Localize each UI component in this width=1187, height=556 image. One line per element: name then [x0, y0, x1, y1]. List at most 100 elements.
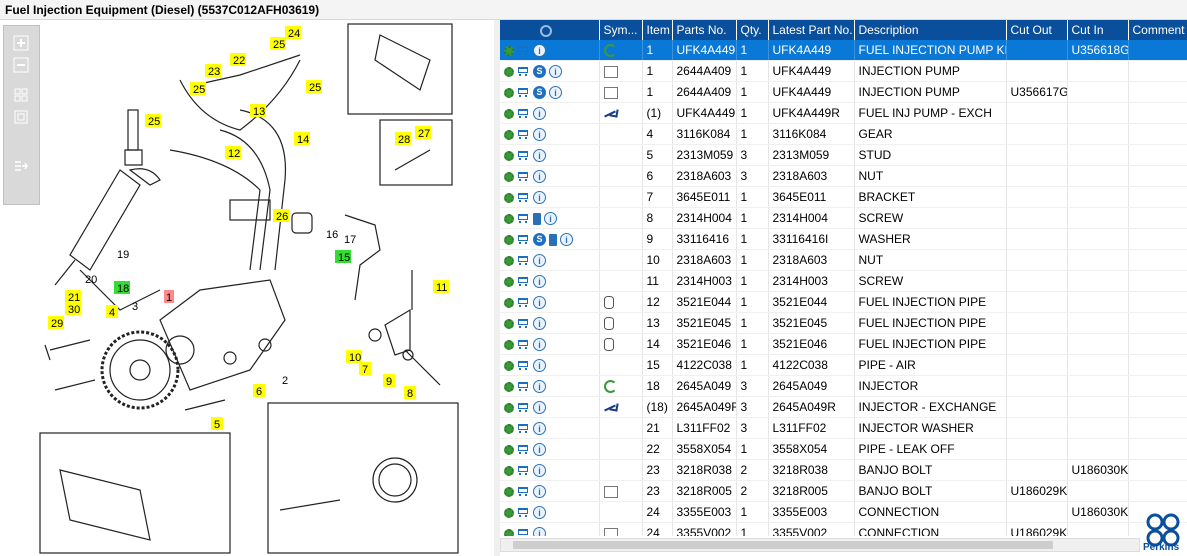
assembly-gear-icon[interactable]: [504, 360, 514, 371]
info-icon[interactable]: i: [533, 317, 546, 331]
assembly-gear-icon[interactable]: [504, 528, 514, 536]
table-row[interactable]: i 21 L311FF02 3 L311FF02 INJECTOR WASHER: [500, 417, 1187, 439]
assembly-gear-icon[interactable]: [504, 45, 514, 56]
add-to-cart-icon[interactable]: [517, 171, 530, 182]
assembly-gear-icon[interactable]: [504, 381, 514, 392]
table-row[interactable]: i 15 4122C038 1 4122C038 PIPE - AIR: [500, 354, 1187, 376]
table-row[interactable]: i 8 2314H004 1 2314H004 SCREW: [500, 207, 1187, 229]
column-header-parts-no[interactable]: Parts No.: [672, 20, 737, 40]
info-icon[interactable]: i: [533, 401, 546, 415]
table-row[interactable]: i 5 2313M059 3 2313M059 STUD: [500, 144, 1187, 166]
photo-symbol-icon[interactable]: [603, 65, 618, 78]
column-header-comment[interactable]: Comment: [1128, 20, 1187, 40]
add-to-cart-icon[interactable]: [517, 528, 530, 536]
table-row[interactable]: i 4 3116K084 1 3116K084 GEAR: [500, 123, 1187, 145]
add-to-cart-icon[interactable]: [517, 87, 530, 98]
info-icon[interactable]: i: [533, 359, 546, 373]
exploded-parts-diagram[interactable]: 23 22 24 25 25 25 13 25 14 12 26 28 27 19 20 21 30 2…: [0, 20, 494, 556]
assembly-gear-icon[interactable]: [504, 129, 514, 140]
column-header-description[interactable]: Description: [854, 20, 1007, 40]
assembly-gear-icon[interactable]: [504, 66, 514, 77]
assembly-gear-icon[interactable]: [504, 87, 514, 98]
add-to-cart-icon[interactable]: [517, 108, 530, 119]
info-icon[interactable]: i: [533, 149, 546, 163]
table-row[interactable]: i 22 3558X054 1 3558X054 PIPE - LEAK OFF: [500, 438, 1187, 460]
info-icon[interactable]: i: [533, 170, 546, 184]
service-info-icon[interactable]: S: [533, 65, 546, 79]
assembly-gear-icon[interactable]: [504, 444, 514, 455]
export-diagram-button[interactable]: [12, 158, 30, 176]
info-icon[interactable]: i: [533, 506, 546, 520]
table-row[interactable]: i 7 3645E011 1 3645E011 BRACKET: [500, 186, 1187, 208]
add-to-cart-icon[interactable]: [517, 192, 530, 203]
add-to-cart-icon[interactable]: [517, 381, 530, 392]
assembly-gear-icon[interactable]: [504, 507, 514, 518]
add-to-cart-icon[interactable]: [517, 276, 530, 287]
add-to-cart-icon[interactable]: [517, 339, 530, 350]
add-to-cart-icon[interactable]: [517, 213, 530, 224]
column-header-qty[interactable]: Qty.: [736, 20, 769, 40]
add-to-cart-icon[interactable]: [517, 45, 530, 56]
table-row[interactable]: i 13 3521E045 1 3521E045 FUEL INJECTION PIPE: [500, 312, 1187, 334]
info-icon[interactable]: i: [533, 422, 546, 436]
column-header-latest-part-no[interactable]: Latest Part No.: [768, 20, 855, 40]
table-row[interactable]: i 10 2318A603 1 2318A603 NUT: [500, 249, 1187, 271]
add-to-cart-icon[interactable]: [517, 297, 530, 308]
add-to-cart-icon[interactable]: [517, 150, 530, 161]
service-info-icon[interactable]: S: [533, 233, 546, 247]
add-to-cart-icon[interactable]: [517, 402, 530, 413]
table-row[interactable]: i 12 3521E044 1 3521E044 FUEL INJECTION PIPE: [500, 291, 1187, 313]
assembly-gear-icon[interactable]: [504, 486, 514, 497]
zoom-out-button[interactable]: [12, 56, 30, 74]
column-header-actions[interactable]: [500, 20, 600, 40]
add-to-cart-icon[interactable]: [517, 234, 530, 245]
manual-book-icon[interactable]: [549, 233, 557, 246]
add-to-cart-icon[interactable]: [517, 444, 530, 455]
assembly-gear-icon[interactable]: [504, 171, 514, 182]
add-to-cart-icon[interactable]: [517, 255, 530, 266]
info-icon[interactable]: i: [549, 65, 562, 79]
info-icon[interactable]: i: [533, 254, 546, 268]
column-header-cut-in[interactable]: Cut In: [1067, 20, 1129, 40]
info-icon[interactable]: i: [533, 128, 546, 142]
table-row[interactable]: i 1 UFK4A449 1 UFK4A449 FUEL INJECTION PUMP K…: [500, 40, 1187, 61]
photo-symbol-icon[interactable]: [603, 527, 618, 536]
info-icon[interactable]: i: [533, 338, 546, 352]
column-header-cut-out[interactable]: Cut Out: [1006, 20, 1068, 40]
info-icon[interactable]: i: [549, 86, 562, 100]
assembly-gear-icon[interactable]: [504, 213, 514, 224]
add-to-cart-icon[interactable]: [517, 66, 530, 77]
info-icon[interactable]: i: [560, 233, 573, 247]
info-icon[interactable]: i: [544, 212, 557, 226]
actual-size-button[interactable]: [12, 108, 30, 126]
info-icon[interactable]: i: [533, 527, 546, 536]
column-header-item[interactable]: Item: [642, 20, 673, 40]
info-icon[interactable]: i: [533, 380, 546, 394]
info-icon[interactable]: i: [533, 485, 546, 499]
table-row[interactable]: i 24 3355E003 1 3355E003 CONNECTION U186030K: [500, 501, 1187, 523]
manual-book-icon[interactable]: [533, 212, 541, 225]
add-to-cart-icon[interactable]: [517, 129, 530, 140]
assembly-gear-icon[interactable]: [504, 318, 514, 329]
table-row[interactable]: i 23 3218R005 2 3218R005 BANJO BOLT U186029K: [500, 480, 1187, 502]
assembly-gear-icon[interactable]: [504, 234, 514, 245]
add-to-cart-icon[interactable]: [517, 360, 530, 371]
info-icon[interactable]: i: [533, 275, 546, 289]
panel-splitter[interactable]: [494, 20, 500, 556]
photo-symbol-icon[interactable]: [603, 485, 618, 498]
add-to-cart-icon[interactable]: [517, 507, 530, 518]
assembly-gear-icon[interactable]: [504, 255, 514, 266]
table-row[interactable]: i 11 2314H003 1 2314H003 SCREW: [500, 270, 1187, 292]
info-icon[interactable]: i: [533, 191, 546, 205]
assembly-gear-icon[interactable]: [504, 297, 514, 308]
table-row[interactable]: i 14 3521E046 1 3521E046 FUEL INJECTION PIPE: [500, 333, 1187, 355]
info-icon[interactable]: i: [533, 296, 546, 310]
horizontal-scrollbar[interactable]: [500, 538, 1140, 552]
assembly-gear-icon[interactable]: [504, 150, 514, 161]
info-icon[interactable]: i: [533, 44, 546, 58]
add-to-cart-icon[interactable]: [517, 318, 530, 329]
assembly-gear-icon[interactable]: [504, 276, 514, 287]
add-to-cart-icon[interactable]: [517, 465, 530, 476]
